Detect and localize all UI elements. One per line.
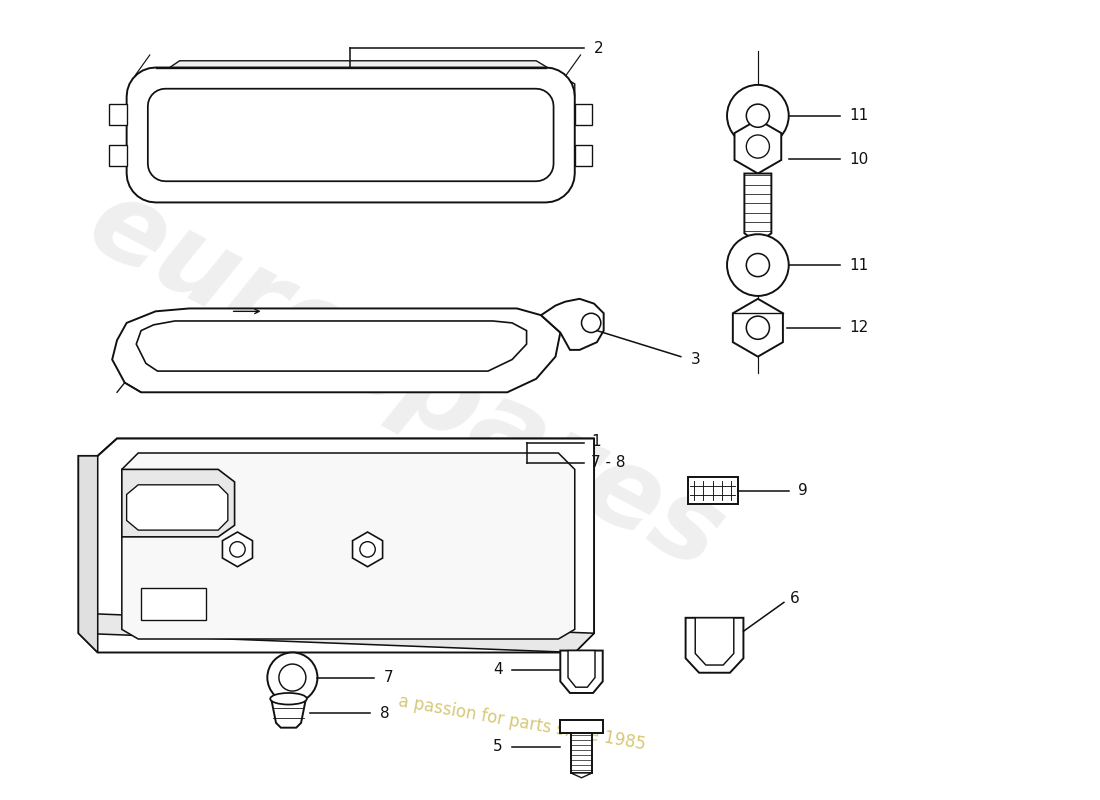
Text: 5: 5	[493, 739, 503, 754]
Polygon shape	[352, 532, 383, 566]
Polygon shape	[541, 299, 604, 350]
Text: 9: 9	[799, 483, 808, 498]
Polygon shape	[147, 89, 553, 182]
Polygon shape	[222, 532, 253, 566]
Polygon shape	[126, 67, 575, 202]
Text: 8: 8	[381, 706, 389, 721]
Circle shape	[746, 316, 769, 339]
Text: 4: 4	[493, 662, 503, 678]
Text: 11: 11	[849, 258, 869, 273]
Polygon shape	[560, 720, 603, 734]
Polygon shape	[575, 145, 592, 166]
Text: 10: 10	[849, 151, 869, 166]
Polygon shape	[745, 174, 771, 243]
Polygon shape	[109, 145, 126, 166]
Polygon shape	[126, 485, 228, 530]
Polygon shape	[571, 734, 592, 773]
Polygon shape	[272, 698, 306, 728]
Polygon shape	[733, 299, 783, 357]
Polygon shape	[571, 773, 592, 778]
Polygon shape	[685, 618, 744, 673]
Polygon shape	[98, 438, 594, 456]
Polygon shape	[122, 453, 575, 639]
Polygon shape	[560, 650, 603, 693]
Polygon shape	[122, 470, 234, 537]
Polygon shape	[78, 456, 98, 653]
Polygon shape	[141, 86, 146, 198]
Polygon shape	[735, 119, 781, 174]
Text: 7 - 8: 7 - 8	[591, 455, 626, 470]
Text: 12: 12	[849, 320, 869, 335]
Polygon shape	[695, 618, 734, 665]
Text: 6: 6	[790, 591, 800, 606]
Circle shape	[746, 104, 769, 127]
Text: 7: 7	[384, 670, 394, 685]
Circle shape	[230, 542, 245, 557]
Polygon shape	[136, 321, 527, 371]
Text: 11: 11	[849, 108, 869, 123]
Circle shape	[360, 542, 375, 557]
Text: 3: 3	[691, 352, 701, 367]
Circle shape	[727, 85, 789, 146]
Polygon shape	[141, 61, 575, 99]
Polygon shape	[78, 438, 594, 653]
Circle shape	[279, 664, 306, 691]
Polygon shape	[112, 309, 560, 392]
Polygon shape	[141, 588, 206, 620]
Polygon shape	[109, 104, 126, 126]
Polygon shape	[688, 477, 738, 504]
Polygon shape	[78, 614, 594, 653]
Text: eurospares: eurospares	[70, 169, 741, 593]
Polygon shape	[568, 650, 595, 687]
Ellipse shape	[271, 693, 307, 705]
Polygon shape	[575, 104, 592, 126]
Circle shape	[746, 254, 769, 277]
Text: 2: 2	[594, 41, 604, 56]
Circle shape	[582, 314, 601, 333]
Circle shape	[746, 135, 769, 158]
Text: 1: 1	[591, 434, 601, 449]
Text: a passion for parts since 1985: a passion for parts since 1985	[397, 692, 647, 754]
Circle shape	[267, 653, 318, 702]
Circle shape	[727, 234, 789, 296]
